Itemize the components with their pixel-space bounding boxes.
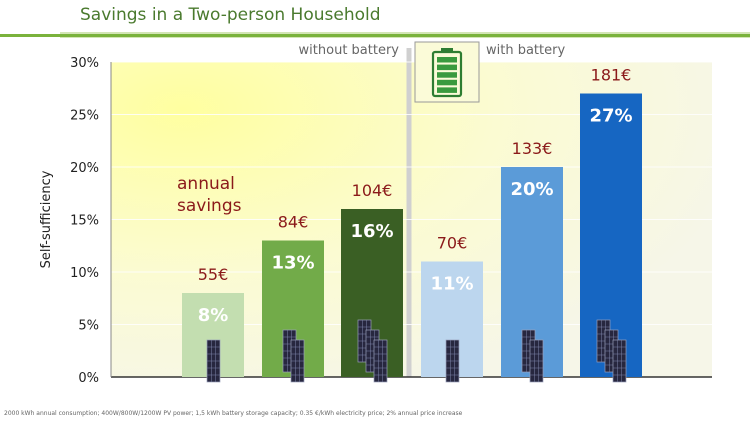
bar-percent-label: 11% <box>430 274 473 295</box>
y-tick-label: 10% <box>70 266 99 281</box>
solar-panel-icon <box>373 339 388 383</box>
annual-savings-label: 133€ <box>512 139 553 158</box>
bar-percent-label: 16% <box>350 221 393 242</box>
y-tick-label: 25% <box>70 109 99 124</box>
title-rule <box>0 34 750 37</box>
group-label-without-battery: without battery <box>299 43 400 58</box>
solar-panel-icon <box>290 339 305 383</box>
annual-savings-label: 55€ <box>198 265 229 284</box>
annual-savings-annotation: annual savings <box>177 174 242 216</box>
solar-panel-icon <box>529 339 544 383</box>
solar-panel-icon <box>612 339 627 383</box>
y-tick-label: 20% <box>70 161 99 176</box>
battery-icon <box>414 41 480 103</box>
y-tick-label: 0% <box>78 371 99 386</box>
solar-panels <box>206 319 627 383</box>
footnote: 2000 kWh annual consumption; 400W/800W/1… <box>4 410 463 417</box>
annual-savings-label: 84€ <box>278 213 309 232</box>
bar-percent-label: 27% <box>589 106 632 127</box>
solar-panel-icon <box>445 339 460 383</box>
y-tick-label: 30% <box>70 56 99 71</box>
annual-savings-label: 70€ <box>437 234 468 253</box>
y-tick-label: 15% <box>70 214 99 229</box>
annual-savings-label: 104€ <box>352 181 393 200</box>
y-axis-label: Self-sufficiency <box>39 170 54 268</box>
bar-percent-label: 13% <box>271 253 314 274</box>
solar-panel-icon <box>206 339 221 383</box>
page-title: Savings in a Two-person Household <box>80 5 381 25</box>
bar-percent-label: 8% <box>198 305 229 326</box>
group-label-with-battery: with battery <box>486 43 565 58</box>
annual-savings-label: 181€ <box>591 66 632 85</box>
y-tick-label: 5% <box>78 319 99 334</box>
bar-percent-label: 20% <box>510 179 553 200</box>
